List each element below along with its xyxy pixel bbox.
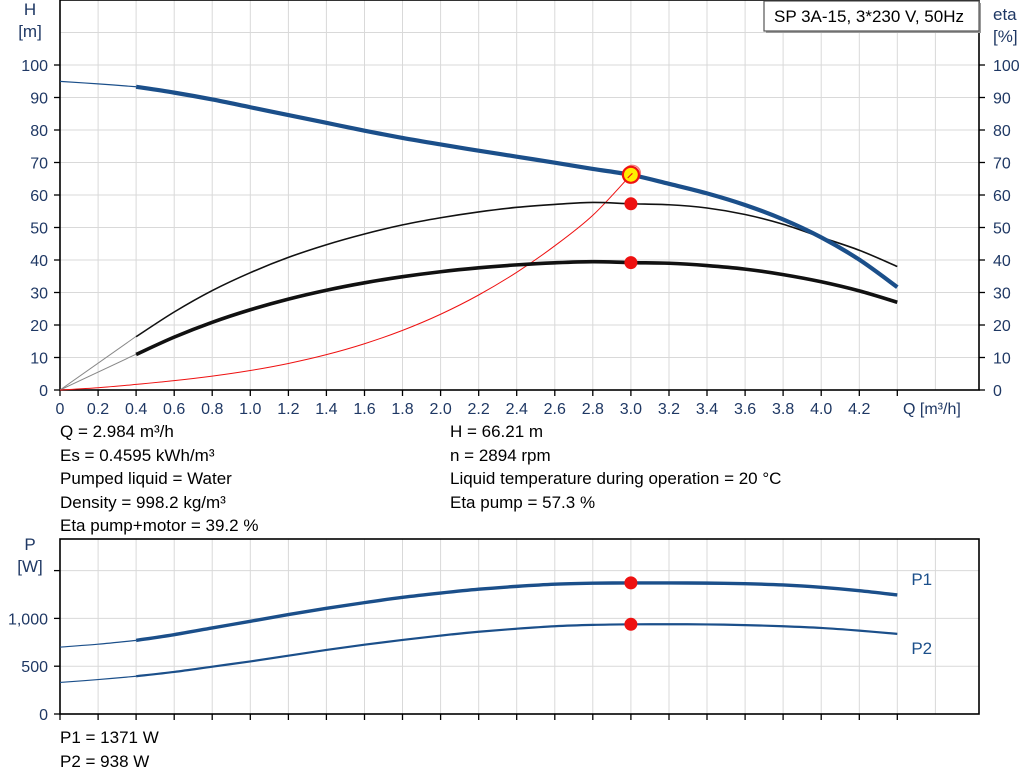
svg-text:3.2: 3.2 <box>658 401 680 418</box>
svg-text:30: 30 <box>30 286 48 303</box>
svg-text:1.2: 1.2 <box>277 401 299 418</box>
svg-text:1.0: 1.0 <box>239 401 261 418</box>
svg-text:40: 40 <box>30 253 48 270</box>
svg-text:80: 80 <box>993 123 1011 140</box>
svg-text:[W]: [W] <box>17 557 43 576</box>
svg-text:50: 50 <box>993 221 1011 238</box>
svg-text:0.4: 0.4 <box>125 401 147 418</box>
svg-text:3.6: 3.6 <box>734 401 756 418</box>
svg-text:70: 70 <box>30 156 48 173</box>
svg-text:20: 20 <box>993 318 1011 335</box>
svg-text:P1: P1 <box>911 570 932 589</box>
svg-text:[m]: [m] <box>18 22 42 41</box>
svg-text:0.2: 0.2 <box>87 401 109 418</box>
svg-text:1.8: 1.8 <box>391 401 413 418</box>
svg-text:70: 70 <box>993 156 1011 173</box>
svg-text:0.6: 0.6 <box>163 401 185 418</box>
svg-text:30: 30 <box>993 286 1011 303</box>
svg-text:1.6: 1.6 <box>353 401 375 418</box>
svg-text:90: 90 <box>30 91 48 108</box>
svg-text:10: 10 <box>993 351 1011 368</box>
svg-text:0: 0 <box>993 383 1002 400</box>
svg-text:80: 80 <box>30 123 48 140</box>
svg-text:10: 10 <box>30 351 48 368</box>
svg-text:100: 100 <box>993 58 1020 75</box>
svg-text:[%]: [%] <box>993 27 1018 46</box>
svg-text:20: 20 <box>30 318 48 335</box>
svg-text:H: H <box>24 0 36 19</box>
svg-text:SP 3A-15, 3*230 V, 50Hz: SP 3A-15, 3*230 V, 50Hz <box>774 7 964 26</box>
svg-text:3.8: 3.8 <box>772 401 794 418</box>
svg-text:P: P <box>24 535 35 554</box>
svg-text:eta: eta <box>993 5 1017 24</box>
svg-text:2.2: 2.2 <box>468 401 490 418</box>
svg-text:100: 100 <box>21 58 48 75</box>
svg-text:90: 90 <box>993 91 1011 108</box>
svg-text:50: 50 <box>30 221 48 238</box>
svg-text:2.6: 2.6 <box>544 401 566 418</box>
svg-text:60: 60 <box>30 188 48 205</box>
svg-text:3.4: 3.4 <box>696 401 718 418</box>
svg-text:2.0: 2.0 <box>429 401 451 418</box>
svg-text:0: 0 <box>56 401 65 418</box>
svg-text:500: 500 <box>21 659 48 676</box>
svg-text:4.2: 4.2 <box>848 401 870 418</box>
svg-text:2.8: 2.8 <box>582 401 604 418</box>
svg-text:2.4: 2.4 <box>506 401 528 418</box>
svg-text:1.4: 1.4 <box>315 401 337 418</box>
svg-text:3.0: 3.0 <box>620 401 642 418</box>
svg-text:60: 60 <box>993 188 1011 205</box>
svg-text:1,000: 1,000 <box>8 611 48 628</box>
svg-text:0: 0 <box>39 707 48 724</box>
svg-text:P2: P2 <box>911 639 932 658</box>
svg-text:4.0: 4.0 <box>810 401 832 418</box>
svg-text:0.8: 0.8 <box>201 401 223 418</box>
svg-text:40: 40 <box>993 253 1011 270</box>
svg-text:Q [m³/h]: Q [m³/h] <box>903 401 961 418</box>
svg-text:0: 0 <box>39 383 48 400</box>
